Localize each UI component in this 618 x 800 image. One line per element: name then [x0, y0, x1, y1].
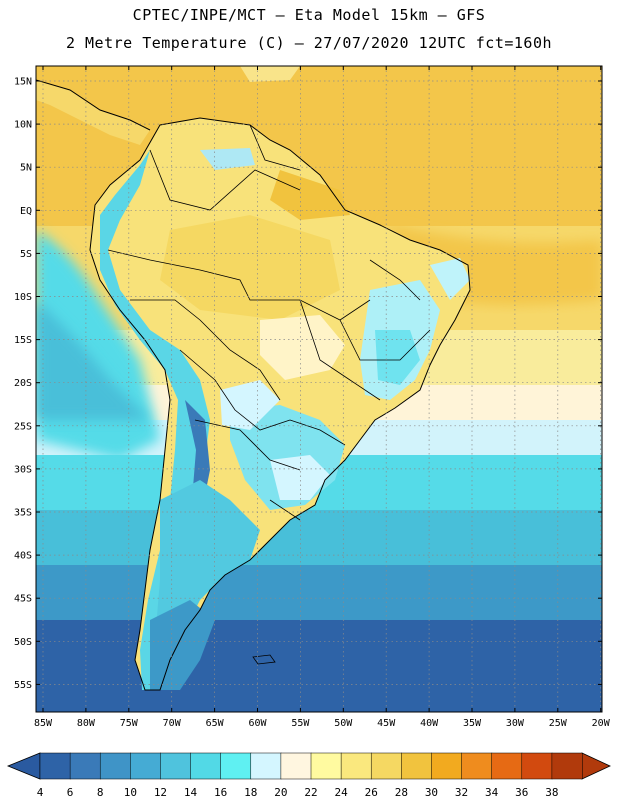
colorbar-swatch	[521, 752, 553, 780]
colorbar-label: 36	[515, 786, 528, 799]
colorbar-swatch	[461, 752, 493, 780]
lat-label: EQ	[20, 206, 32, 217]
lat-label: 25S	[14, 421, 32, 432]
colorbar-swatch	[551, 752, 583, 780]
colorbar-swatch	[130, 752, 161, 780]
colorbar-label: 34	[485, 786, 499, 799]
lon-label: 50W	[334, 718, 353, 729]
lon-label: 40W	[420, 718, 439, 729]
colorbar-label: 12	[154, 786, 167, 799]
lon-label: 35W	[463, 718, 482, 729]
colorbar-label: 38	[545, 786, 558, 799]
lon-label: 25W	[549, 718, 568, 729]
colorbar-label: 30	[425, 786, 438, 799]
colorbar-left-arrow	[6, 752, 41, 780]
lat-label: 30S	[14, 464, 32, 475]
lat-label: 15S	[14, 335, 32, 346]
colorbar-label: 4	[37, 786, 44, 799]
latitude-labels: 15N 10N 5N EQ 5S 10S 15S 20S 25S 30S 35S 40S 45S 50S 5…	[14, 77, 32, 691]
lon-label: 20W	[592, 718, 611, 729]
colorbar-swatch	[491, 752, 523, 780]
colorbar-swatch	[220, 752, 252, 780]
lat-label: 5N	[20, 163, 32, 174]
lon-label: 45W	[377, 718, 396, 729]
colorbar-label: 14	[184, 786, 198, 799]
colorbar-swatch	[190, 752, 222, 780]
lat-label: 10N	[14, 120, 32, 131]
country-borders	[107, 124, 431, 521]
colorbar-swatch	[401, 752, 432, 780]
colorbar-swatch	[160, 752, 192, 780]
temperature-field	[36, 66, 602, 712]
colorbar-swatch	[39, 752, 71, 780]
map-title-line1: CPTEC/INPE/MCT – Eta Model 15km – GFS	[132, 6, 486, 24]
map-frame	[35, 65, 603, 713]
lat-label: 10S	[14, 292, 32, 303]
colorbar-label: 26	[365, 786, 378, 799]
colorbar-swatch	[370, 752, 402, 780]
lat-label: 35S	[14, 508, 32, 519]
colorbar-swatch	[69, 752, 101, 780]
colorbar-right-arrow	[581, 752, 611, 780]
colorbar-label: 22	[304, 786, 317, 799]
colorbar-swatch	[250, 752, 282, 780]
lon-label: 30W	[506, 718, 525, 729]
lat-label: 20S	[14, 378, 32, 389]
colorbar-swatch	[340, 752, 372, 780]
colorbar-label: 24	[334, 786, 348, 799]
lat-label: 40S	[14, 551, 32, 562]
colorbar-swatch	[280, 752, 312, 780]
lat-label: 55S	[14, 680, 32, 691]
colorbar: 4 6 8 10 12 14 16 18 20 22 24 26 28 30 32 34 36 38	[6, 752, 611, 799]
longitude-labels: 85W 80W 75W 70W 65W 60W 55W 50W 45W 40W 35W 30W 25W 2…	[34, 718, 611, 729]
colorbar-label: 28	[395, 786, 408, 799]
colorbar-label: 6	[67, 786, 74, 799]
lon-label: 70W	[163, 718, 182, 729]
lon-label: 80W	[77, 718, 96, 729]
colorbar-swatch	[431, 752, 463, 780]
colorbar-swatch	[310, 752, 342, 780]
lat-label: 5S	[20, 249, 32, 260]
colorbar-label: 18	[244, 786, 257, 799]
colorbar-label: 20	[274, 786, 287, 799]
latitude-ticks	[36, 80, 602, 685]
map-title-line2: 2 Metre Temperature (C) – 27/07/2020 12U…	[65, 34, 553, 52]
lon-label: 85W	[34, 718, 53, 729]
longitude-ticks	[42, 66, 602, 712]
lon-label: 65W	[206, 718, 225, 729]
colorbar-swatch	[99, 752, 131, 780]
colorbar-label: 8	[97, 786, 104, 799]
colorbar-label: 32	[455, 786, 468, 799]
lon-label: 75W	[120, 718, 139, 729]
colorbar-label: 10	[124, 786, 137, 799]
lat-label: 50S	[14, 637, 32, 648]
lat-label: 15N	[14, 77, 32, 88]
lat-label: 45S	[14, 594, 32, 605]
colorbar-label: 16	[214, 786, 227, 799]
lon-label: 60W	[248, 718, 267, 729]
lon-label: 55W	[291, 718, 310, 729]
